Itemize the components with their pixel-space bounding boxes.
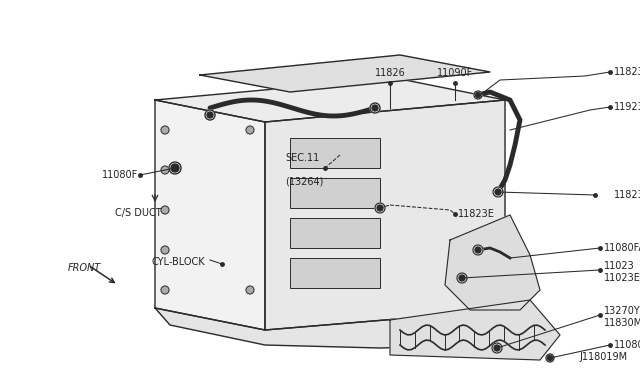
Polygon shape: [445, 215, 540, 310]
Circle shape: [492, 343, 502, 353]
Text: 11830M: 11830M: [604, 318, 640, 328]
Text: 11823E: 11823E: [458, 209, 495, 219]
Polygon shape: [290, 178, 380, 208]
Polygon shape: [155, 308, 520, 348]
Text: C/S DUCT: C/S DUCT: [115, 208, 161, 218]
Circle shape: [495, 189, 501, 195]
Text: 11823E: 11823E: [614, 67, 640, 77]
Circle shape: [161, 126, 169, 134]
Text: CYL-BLOCK: CYL-BLOCK: [152, 257, 205, 267]
Circle shape: [494, 345, 500, 351]
Circle shape: [161, 246, 169, 254]
Text: 11923+A: 11923+A: [614, 102, 640, 112]
Text: 11080FA: 11080FA: [604, 243, 640, 253]
Text: (13264): (13264): [285, 176, 323, 186]
Circle shape: [169, 162, 181, 174]
Circle shape: [372, 105, 378, 111]
Polygon shape: [390, 300, 560, 360]
Circle shape: [475, 247, 481, 253]
Circle shape: [375, 203, 385, 213]
Text: 11826: 11826: [374, 68, 405, 78]
Polygon shape: [155, 78, 505, 122]
Polygon shape: [265, 100, 505, 330]
Text: 11823E: 11823E: [614, 190, 640, 200]
Text: 11080A: 11080A: [614, 340, 640, 350]
Circle shape: [476, 93, 481, 97]
Circle shape: [457, 273, 467, 283]
Polygon shape: [290, 218, 380, 248]
Text: 11080F: 11080F: [102, 170, 138, 180]
Circle shape: [546, 354, 554, 362]
Circle shape: [171, 164, 179, 172]
Circle shape: [547, 356, 552, 360]
Circle shape: [246, 126, 254, 134]
Text: 11090F: 11090F: [437, 68, 473, 78]
Text: FRONT: FRONT: [68, 263, 101, 273]
Circle shape: [459, 275, 465, 281]
Circle shape: [161, 166, 169, 174]
Text: J118019M: J118019M: [580, 352, 628, 362]
Circle shape: [474, 91, 482, 99]
Polygon shape: [290, 138, 380, 168]
Circle shape: [161, 286, 169, 294]
Circle shape: [473, 245, 483, 255]
Polygon shape: [200, 55, 490, 92]
Text: 11023E: 11023E: [604, 273, 640, 283]
Text: SEC.11: SEC.11: [285, 153, 319, 163]
Polygon shape: [290, 258, 380, 288]
Circle shape: [493, 187, 503, 197]
Polygon shape: [155, 100, 265, 330]
Circle shape: [370, 103, 380, 113]
Circle shape: [161, 206, 169, 214]
Circle shape: [246, 286, 254, 294]
Circle shape: [205, 110, 215, 120]
Text: 11023: 11023: [604, 261, 635, 271]
Circle shape: [377, 205, 383, 211]
Text: 13270Y: 13270Y: [604, 306, 640, 316]
Circle shape: [207, 112, 213, 118]
